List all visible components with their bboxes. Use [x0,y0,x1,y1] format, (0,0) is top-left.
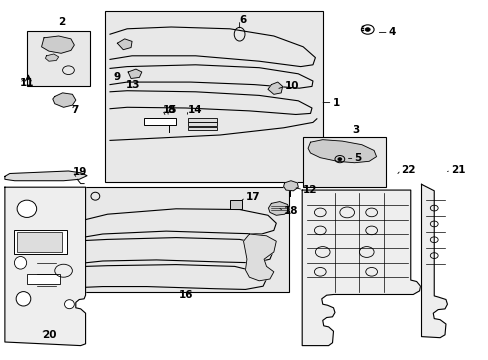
Polygon shape [421,184,447,338]
Bar [144,118,176,125]
Bar [14,230,67,254]
Bar [188,127,216,130]
Polygon shape [268,202,289,215]
Polygon shape [302,190,420,346]
Text: 6: 6 [239,15,246,25]
Text: 5: 5 [354,153,361,163]
Polygon shape [5,187,85,346]
Bar [303,137,386,187]
Polygon shape [283,181,298,191]
Circle shape [365,28,369,31]
Text: 22: 22 [400,165,415,175]
Text: 15: 15 [162,105,177,115]
Polygon shape [243,234,276,281]
Bar [81,187,288,292]
Bar [27,274,60,284]
Ellipse shape [15,256,27,269]
Text: 7: 7 [71,105,78,115]
Bar [17,232,62,252]
Polygon shape [5,171,87,181]
Text: 17: 17 [245,192,260,202]
Ellipse shape [17,200,37,217]
Text: 4: 4 [388,27,395,37]
Polygon shape [41,36,74,53]
Text: 18: 18 [283,206,298,216]
Text: 21: 21 [450,165,465,175]
Ellipse shape [64,300,74,309]
Bar [105,11,322,182]
Text: 9: 9 [114,72,121,82]
Text: 10: 10 [284,81,299,91]
Polygon shape [267,82,282,94]
Text: 13: 13 [126,80,141,90]
Bar [188,122,216,126]
Text: 3: 3 [351,125,359,135]
Ellipse shape [16,292,31,306]
Polygon shape [128,69,142,78]
Text: 12: 12 [303,185,317,195]
Text: 19: 19 [72,167,86,177]
Polygon shape [45,54,59,61]
Text: 1: 1 [332,98,339,108]
Bar [27,31,90,86]
Bar [229,200,242,209]
Polygon shape [53,93,76,107]
Bar [188,118,216,122]
Polygon shape [307,140,376,163]
Polygon shape [117,39,132,50]
Text: 2: 2 [58,17,65,27]
Text: 11: 11 [20,78,34,88]
Text: 20: 20 [42,330,57,340]
Text: 14: 14 [188,105,203,115]
Text: 8: 8 [167,105,174,115]
Circle shape [337,158,341,161]
Text: 16: 16 [178,290,193,300]
